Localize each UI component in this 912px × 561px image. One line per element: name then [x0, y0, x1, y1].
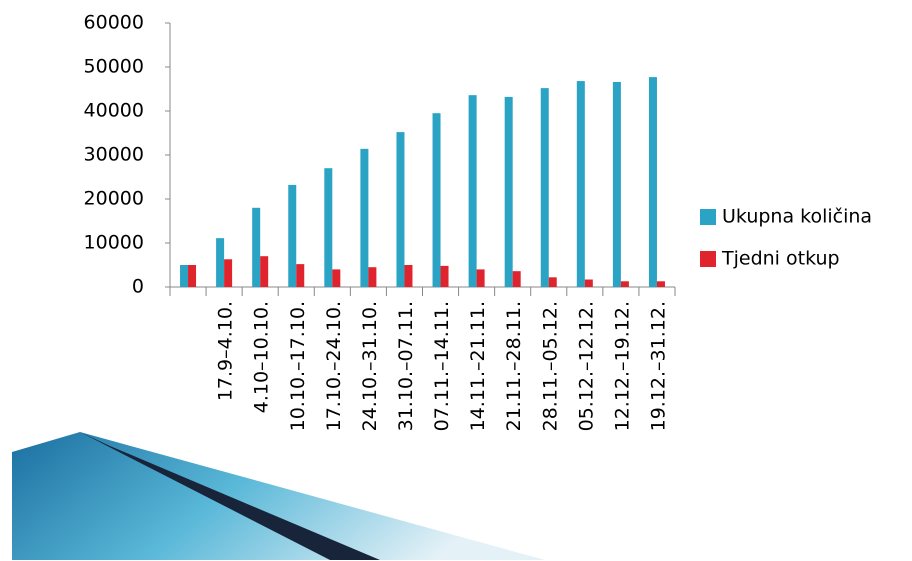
- x-tick-label: 19.12.–31.12.: [647, 301, 669, 431]
- bar: [504, 96, 513, 287]
- y-tick-label: 0: [132, 276, 144, 298]
- bar: [620, 281, 629, 287]
- bar: [648, 77, 657, 288]
- bar: [288, 184, 297, 287]
- bar: [576, 81, 585, 287]
- bar: [188, 265, 197, 287]
- x-tick-label: 4.10–10.10.: [251, 301, 273, 413]
- bar: [440, 265, 449, 287]
- bar: [476, 269, 485, 287]
- plot: 0 10000 20000 30000 40000 50000 60000 17.9–4.10…: [84, 12, 873, 432]
- x-tick-label: 05.12.–12.12.: [575, 301, 597, 431]
- bar: [432, 113, 441, 287]
- bar: [656, 281, 665, 287]
- y-tick-label: 60000: [84, 12, 144, 34]
- x-tick-label: 24.10.–31.10.: [359, 301, 381, 431]
- legend-swatch: [700, 209, 716, 225]
- bar: [368, 267, 377, 287]
- bar: [332, 269, 341, 287]
- x-tick-label: 10.10.–17.10.: [287, 301, 309, 431]
- decor-arrow: [12, 432, 545, 560]
- bar: [468, 95, 477, 287]
- bar: [612, 81, 621, 288]
- y-tick-label: 30000: [84, 144, 144, 166]
- legend-label: Ukupna količina: [722, 206, 872, 228]
- bar: [360, 148, 369, 287]
- x-tick-label: 14.11.–21.11.: [467, 301, 489, 431]
- bar: [260, 256, 269, 287]
- bar: [548, 277, 557, 287]
- bar: [216, 238, 225, 287]
- bar: [324, 168, 333, 287]
- bar: [252, 207, 261, 287]
- x-tick-label: 07.11.–14.11.: [431, 301, 453, 431]
- x-tick-label: 28.11.–05.12.: [539, 301, 561, 431]
- y-tick-label: 20000: [84, 188, 144, 210]
- y-tick-label: 10000: [84, 232, 144, 254]
- x-tick-label: 12.12.–19.12.: [611, 301, 633, 431]
- bar: [296, 264, 305, 287]
- bar: [180, 265, 189, 287]
- x-tick-label: 31.10.–07.11.: [395, 301, 417, 431]
- bar: [224, 259, 233, 287]
- legend-swatch: [700, 251, 716, 267]
- bar: [540, 88, 549, 288]
- bar: [404, 265, 413, 287]
- y-tick-label: 50000: [84, 56, 144, 78]
- bar: [396, 132, 405, 287]
- bar: [584, 279, 593, 287]
- x-tick-label: 21.11.–28.11.: [503, 301, 525, 431]
- y-tick-label: 40000: [84, 100, 144, 122]
- x-tick-label: 17.10.–24.10.: [323, 301, 345, 431]
- bar: [512, 271, 521, 287]
- legend-label: Tjedni otkup: [721, 248, 840, 270]
- x-tick-label: 17.9–4.10.: [215, 301, 237, 401]
